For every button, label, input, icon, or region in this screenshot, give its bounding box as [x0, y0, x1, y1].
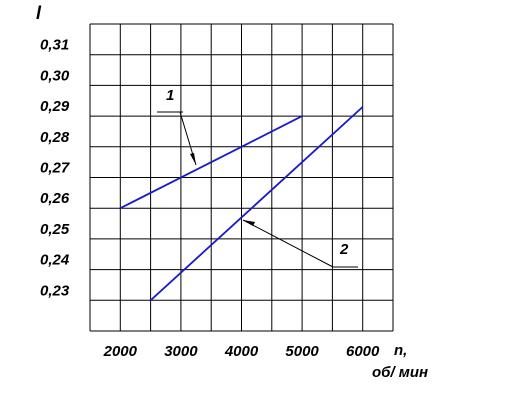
- leader-line: [157, 111, 197, 166]
- y-tick-label: 0,25: [40, 221, 70, 238]
- y-tick-label: 0,29: [40, 98, 70, 115]
- x-tick-label: 2000: [103, 343, 138, 360]
- series-line: [119, 115, 303, 210]
- y-tick-label: 0,23: [40, 282, 70, 299]
- arrowhead: [243, 220, 255, 226]
- x-tick-label: 4000: [224, 343, 259, 360]
- leader-line: [242, 219, 358, 268]
- x-axis-unit: об/ мин: [372, 364, 428, 381]
- x-tick-label: 5000: [285, 343, 319, 360]
- x-tick-label: 6000: [346, 343, 380, 360]
- series-annotation: 2: [339, 241, 349, 258]
- x-axis-label: n,: [394, 342, 407, 359]
- y-tick-label: 0,24: [40, 252, 70, 269]
- y-tick-label: 0,27: [40, 159, 70, 176]
- y-tick-label: 0,26: [40, 190, 70, 207]
- y-axis-label: l: [36, 3, 42, 23]
- y-tick-label: 0,28: [40, 129, 70, 146]
- y-tick-label: 0,30: [40, 67, 70, 84]
- series-line: [149, 106, 364, 301]
- y-tick-label: 0,31: [40, 37, 69, 54]
- x-tick-label: 3000: [164, 343, 198, 360]
- arrowhead: [190, 153, 196, 165]
- series-annotation: 1: [166, 87, 174, 104]
